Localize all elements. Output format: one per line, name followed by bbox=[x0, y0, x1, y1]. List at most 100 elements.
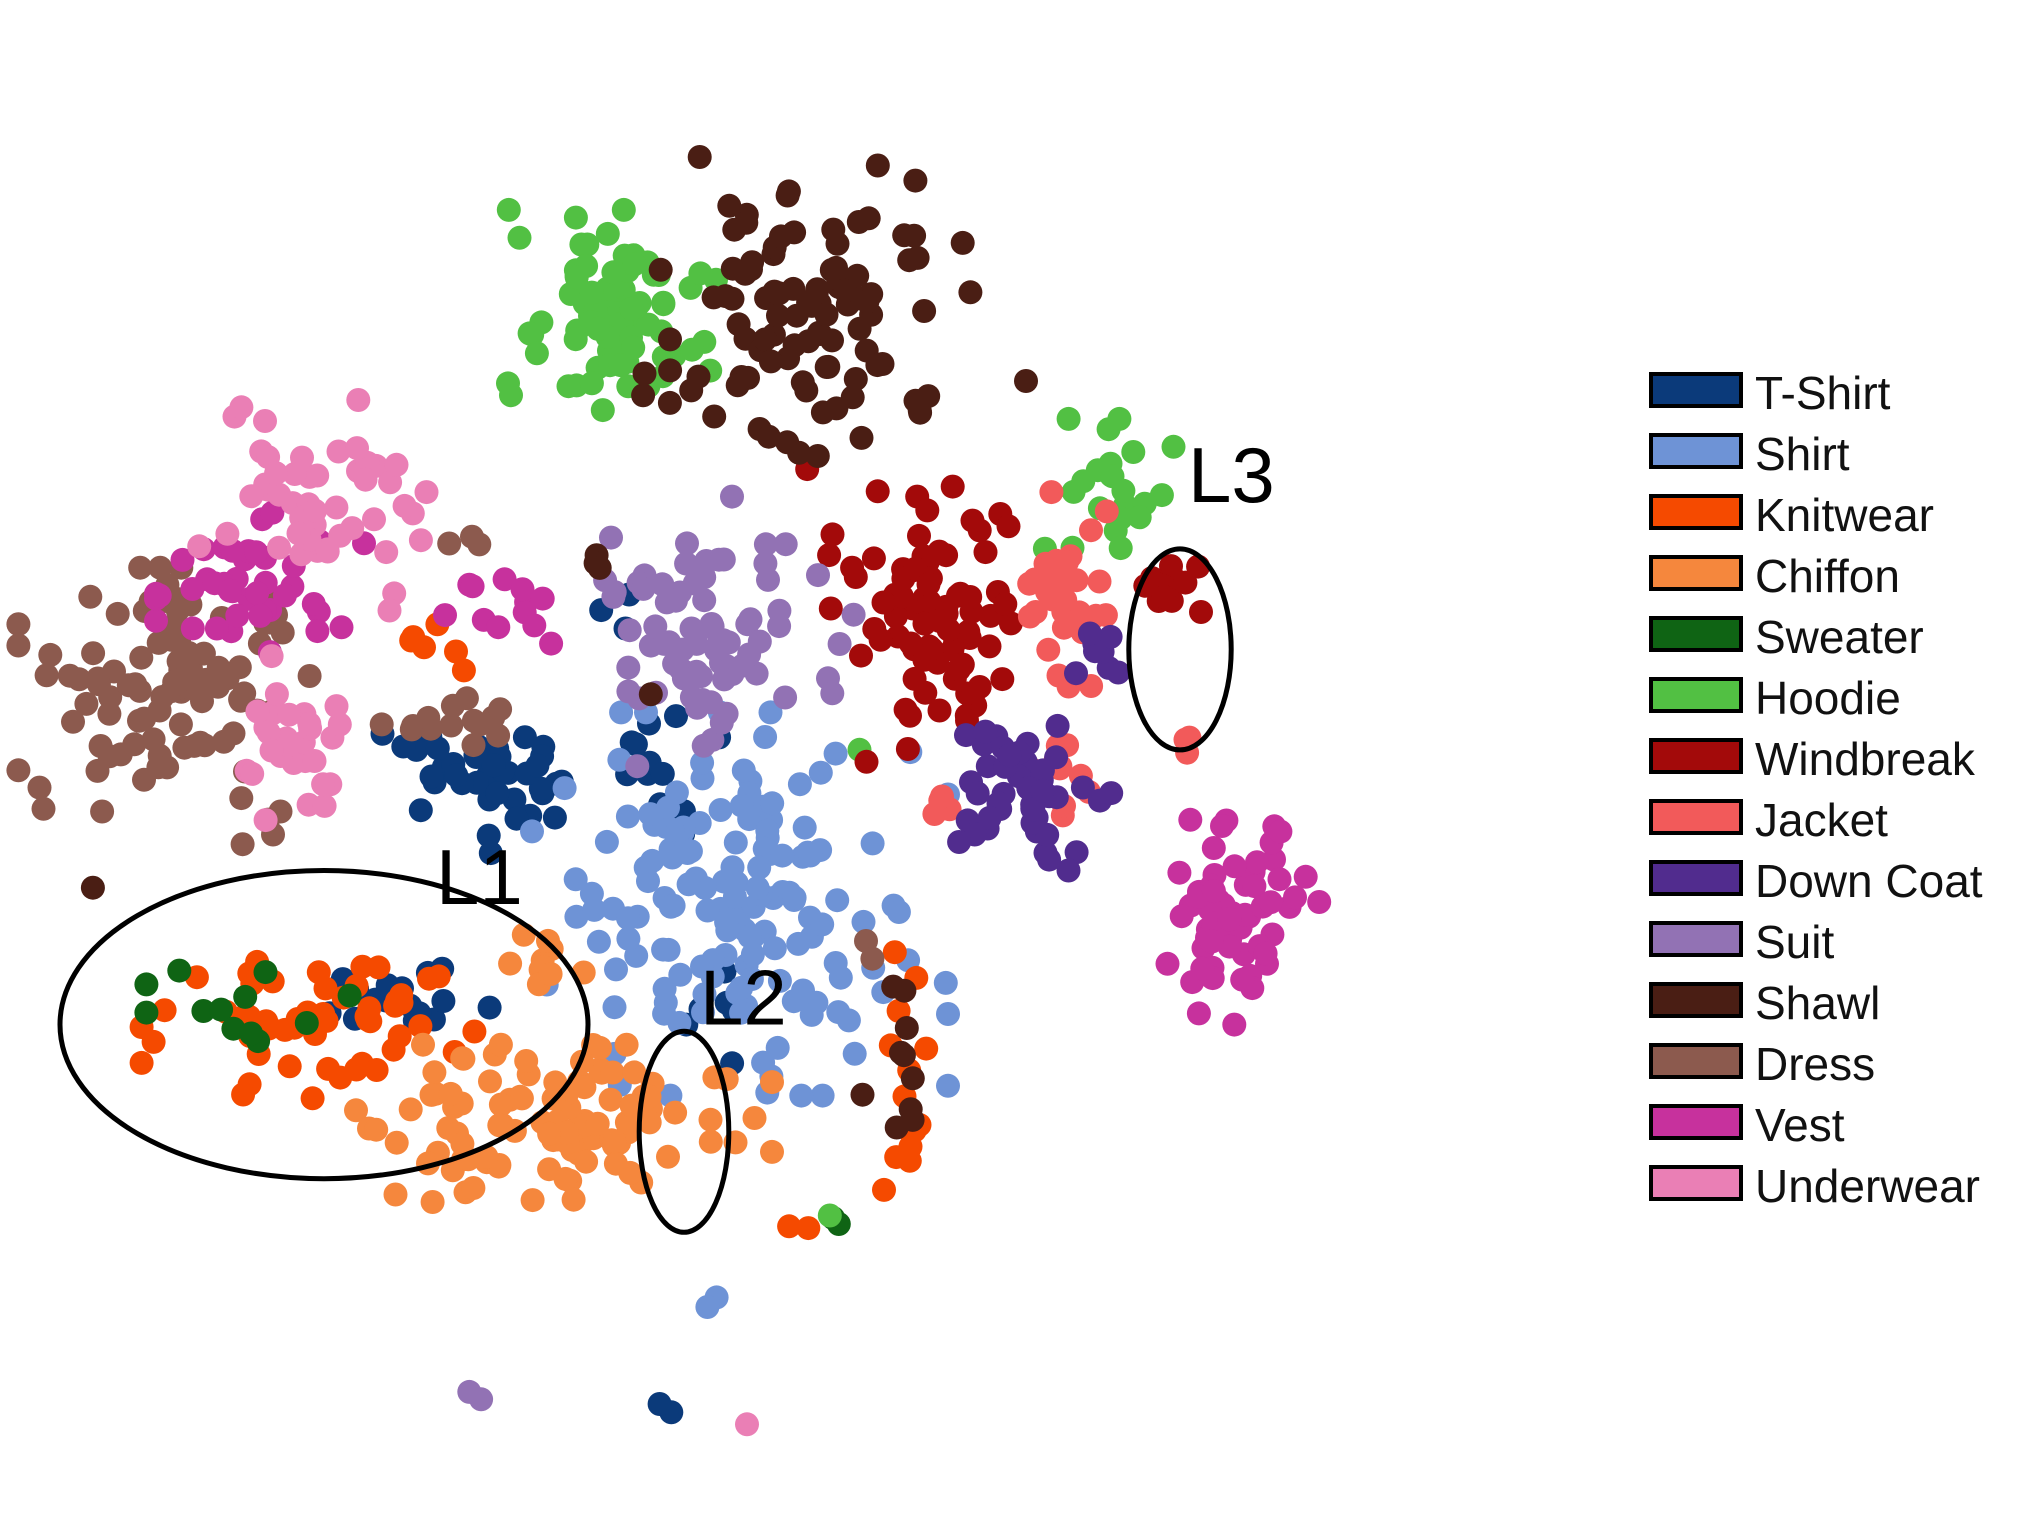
data-point bbox=[324, 694, 349, 719]
data-point bbox=[81, 641, 106, 666]
data-point bbox=[1210, 814, 1234, 838]
data-point bbox=[631, 576, 656, 601]
data-point bbox=[579, 371, 604, 396]
data-point bbox=[702, 404, 727, 429]
legend-item: Chiffon bbox=[1645, 545, 2025, 606]
data-point bbox=[1070, 775, 1095, 800]
data-point bbox=[1217, 907, 1242, 932]
data-point bbox=[414, 480, 439, 505]
data-point bbox=[687, 145, 712, 169]
data-point bbox=[337, 983, 362, 1008]
data-point bbox=[461, 708, 486, 733]
data-point bbox=[737, 642, 762, 667]
data-point bbox=[898, 631, 923, 656]
data-point bbox=[825, 231, 850, 256]
data-point bbox=[147, 698, 172, 723]
legend-label: Vest bbox=[1755, 1099, 1845, 1151]
data-point bbox=[892, 978, 917, 1003]
data-point bbox=[841, 602, 866, 627]
data-point bbox=[172, 735, 197, 760]
data-point bbox=[598, 1087, 623, 1112]
data-point bbox=[1023, 600, 1048, 624]
data-point bbox=[658, 894, 683, 919]
data-point bbox=[657, 390, 682, 415]
data-point bbox=[814, 302, 839, 327]
data-point bbox=[61, 709, 85, 734]
series-down-coat bbox=[947, 621, 1131, 883]
data-point bbox=[1100, 464, 1125, 489]
data-point bbox=[996, 514, 1021, 539]
data-point bbox=[745, 875, 770, 900]
data-point bbox=[817, 543, 842, 568]
data-point bbox=[658, 358, 683, 383]
series-windbreak bbox=[795, 457, 1213, 774]
data-point bbox=[927, 698, 952, 723]
series-vest bbox=[144, 500, 1332, 1037]
data-point bbox=[297, 711, 322, 736]
data-point bbox=[820, 681, 845, 706]
data-point bbox=[233, 984, 258, 1009]
data-point bbox=[260, 500, 285, 525]
legend-swatch bbox=[1649, 738, 1743, 774]
legend-label: Dress bbox=[1755, 1038, 1876, 1090]
data-point bbox=[916, 572, 941, 597]
data-point bbox=[695, 1295, 720, 1319]
data-point bbox=[488, 1092, 513, 1117]
data-point bbox=[1044, 548, 1069, 573]
series-dress bbox=[6, 524, 885, 971]
data-point bbox=[781, 989, 806, 1014]
data-point bbox=[346, 388, 371, 412]
data-point bbox=[604, 957, 628, 982]
data-point bbox=[590, 398, 615, 423]
data-point bbox=[902, 666, 927, 691]
data-point bbox=[1201, 836, 1226, 860]
data-point bbox=[167, 958, 192, 983]
data-point bbox=[461, 1176, 486, 1200]
data-point bbox=[306, 960, 331, 985]
data-point bbox=[579, 280, 604, 305]
data-point bbox=[211, 729, 236, 754]
data-point bbox=[894, 1016, 919, 1040]
data-point bbox=[965, 781, 990, 806]
data-point bbox=[353, 467, 378, 492]
data-point bbox=[734, 210, 759, 235]
data-point bbox=[900, 1066, 925, 1091]
data-point bbox=[277, 1054, 302, 1079]
data-point bbox=[510, 577, 535, 602]
data-point bbox=[692, 565, 717, 590]
data-point bbox=[742, 1106, 767, 1130]
data-point bbox=[755, 818, 780, 843]
data-point bbox=[796, 1216, 821, 1241]
data-point bbox=[78, 584, 103, 609]
data-point bbox=[956, 619, 981, 644]
data-point bbox=[259, 738, 284, 763]
legend-swatch bbox=[1649, 372, 1743, 408]
data-point bbox=[134, 972, 159, 997]
data-point bbox=[1087, 569, 1112, 594]
data-point bbox=[679, 378, 704, 403]
data-point bbox=[384, 1130, 409, 1155]
series-shawl bbox=[80, 145, 1038, 1140]
data-point bbox=[563, 867, 588, 892]
data-point bbox=[259, 644, 284, 669]
data-point bbox=[753, 327, 778, 352]
data-point bbox=[636, 312, 661, 337]
data-point bbox=[582, 897, 607, 922]
data-point bbox=[756, 567, 780, 592]
data-point bbox=[594, 829, 619, 854]
data-point bbox=[903, 388, 928, 413]
data-point bbox=[38, 642, 63, 667]
data-point bbox=[6, 633, 31, 658]
series-t-shirt bbox=[317, 582, 746, 1425]
data-point bbox=[699, 615, 723, 640]
data-point bbox=[695, 898, 720, 923]
data-point bbox=[823, 741, 848, 766]
data-point bbox=[1121, 440, 1146, 464]
legend-item: Suit bbox=[1645, 911, 2025, 972]
data-point bbox=[914, 1036, 939, 1061]
data-point bbox=[865, 353, 890, 378]
data-point bbox=[777, 1214, 802, 1239]
data-point bbox=[643, 614, 668, 639]
legend-item: Shawl bbox=[1645, 972, 2025, 1033]
